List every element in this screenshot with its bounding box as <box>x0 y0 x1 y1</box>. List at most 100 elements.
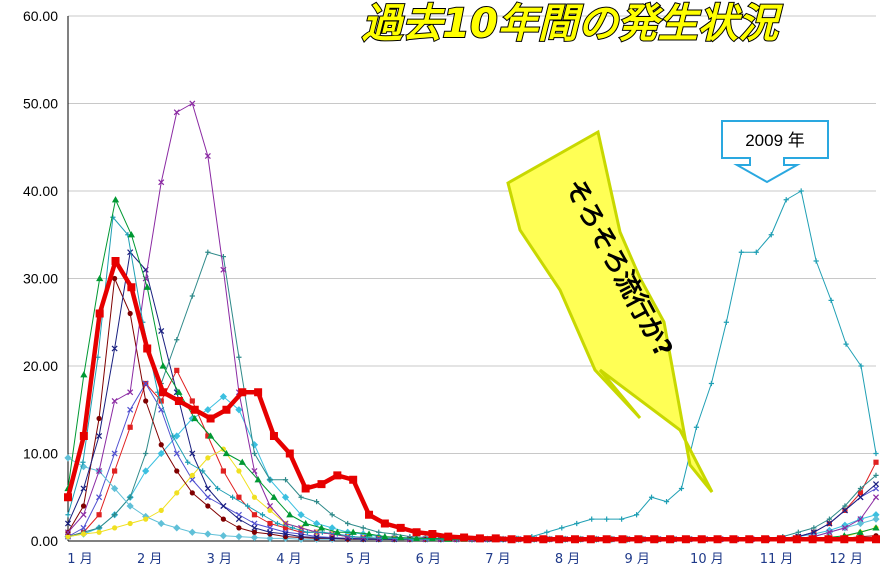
data-point <box>304 529 311 535</box>
data-point <box>65 534 71 540</box>
data-point <box>175 388 183 395</box>
data-point <box>648 494 655 500</box>
data-point <box>843 341 849 347</box>
data-point <box>381 533 389 540</box>
data-point <box>238 388 247 397</box>
data-point <box>158 179 165 186</box>
series-12 <box>64 393 880 543</box>
data-point <box>173 109 180 116</box>
data-point <box>329 512 335 518</box>
data-point <box>618 535 627 544</box>
data-point <box>286 511 294 518</box>
data-point <box>111 196 120 203</box>
data-point <box>220 468 226 474</box>
data-point <box>828 297 834 303</box>
data-point <box>219 532 227 540</box>
data-point <box>301 484 310 493</box>
data-point <box>80 524 87 531</box>
data-point <box>127 389 134 396</box>
data-point <box>808 535 817 544</box>
data-point <box>220 502 227 510</box>
series-9 <box>65 249 879 542</box>
data-point <box>250 533 259 542</box>
data-point <box>873 472 879 478</box>
data-point <box>79 432 88 440</box>
y-tick-label: 60.00 <box>23 8 58 24</box>
data-point <box>236 468 242 474</box>
data-point <box>80 371 88 378</box>
data-point <box>798 188 804 194</box>
data-point <box>840 535 849 544</box>
data-point <box>297 511 305 519</box>
series-6 <box>65 275 879 542</box>
data-point <box>220 516 226 522</box>
data-point <box>375 536 382 543</box>
data-point <box>200 468 206 474</box>
data-point <box>111 397 118 405</box>
series-line <box>65 258 876 542</box>
data-point <box>349 528 357 535</box>
data-point <box>857 516 864 523</box>
data-point <box>589 516 595 522</box>
data-point <box>811 525 817 531</box>
data-point <box>266 502 274 510</box>
data-point <box>761 535 770 544</box>
data-point <box>236 354 242 360</box>
data-point <box>126 502 134 510</box>
data-point <box>570 535 579 544</box>
data-point <box>841 524 848 531</box>
data-point <box>158 442 164 448</box>
data-point <box>220 446 226 452</box>
data-point <box>251 467 258 475</box>
series-line <box>67 369 877 540</box>
data-point <box>313 519 321 528</box>
data-point <box>697 535 706 544</box>
data-point <box>266 529 274 536</box>
data-point <box>776 535 785 544</box>
data-point <box>157 449 165 458</box>
callout-2009: 2009 年 <box>721 120 829 184</box>
data-point <box>574 520 580 527</box>
data-point <box>753 249 759 255</box>
data-point <box>80 459 86 465</box>
x-month-label: 9 月 <box>625 552 650 567</box>
data-point <box>539 535 548 544</box>
data-point <box>708 380 715 387</box>
data-point <box>298 494 304 500</box>
data-point <box>174 397 183 405</box>
x-month-label: 3 月 <box>207 552 232 567</box>
data-point <box>424 536 430 542</box>
data-point <box>872 494 880 501</box>
y-axis-ticks: 0.00 10.00 20.00 30.00 40.00 50.00 60.00 <box>23 8 58 549</box>
data-point <box>222 405 231 414</box>
data-point <box>267 520 273 527</box>
data-point <box>792 535 801 544</box>
data-point <box>235 533 243 541</box>
data-point <box>317 524 326 531</box>
data-point <box>189 490 195 496</box>
data-point <box>222 449 231 457</box>
data-point <box>873 450 879 457</box>
data-point <box>824 535 833 544</box>
data-point <box>229 494 236 500</box>
data-point <box>872 485 880 492</box>
data-point <box>555 535 564 544</box>
data-point <box>80 485 87 492</box>
x-month-label: 5 月 <box>346 552 371 567</box>
data-point <box>127 406 134 413</box>
x-month-label: 7 月 <box>485 552 510 567</box>
data-point <box>235 511 242 518</box>
data-point <box>857 490 864 496</box>
data-point <box>96 274 104 282</box>
data-point <box>205 433 211 439</box>
x-month-label: 11 月 <box>760 552 794 567</box>
data-point <box>143 450 149 457</box>
y-tick-label: 40.00 <box>23 183 58 199</box>
data-point <box>254 388 263 397</box>
data-point <box>158 507 164 513</box>
series-5 <box>64 249 880 543</box>
data-point <box>206 414 215 423</box>
data-point <box>189 472 195 478</box>
data-point <box>274 520 281 527</box>
